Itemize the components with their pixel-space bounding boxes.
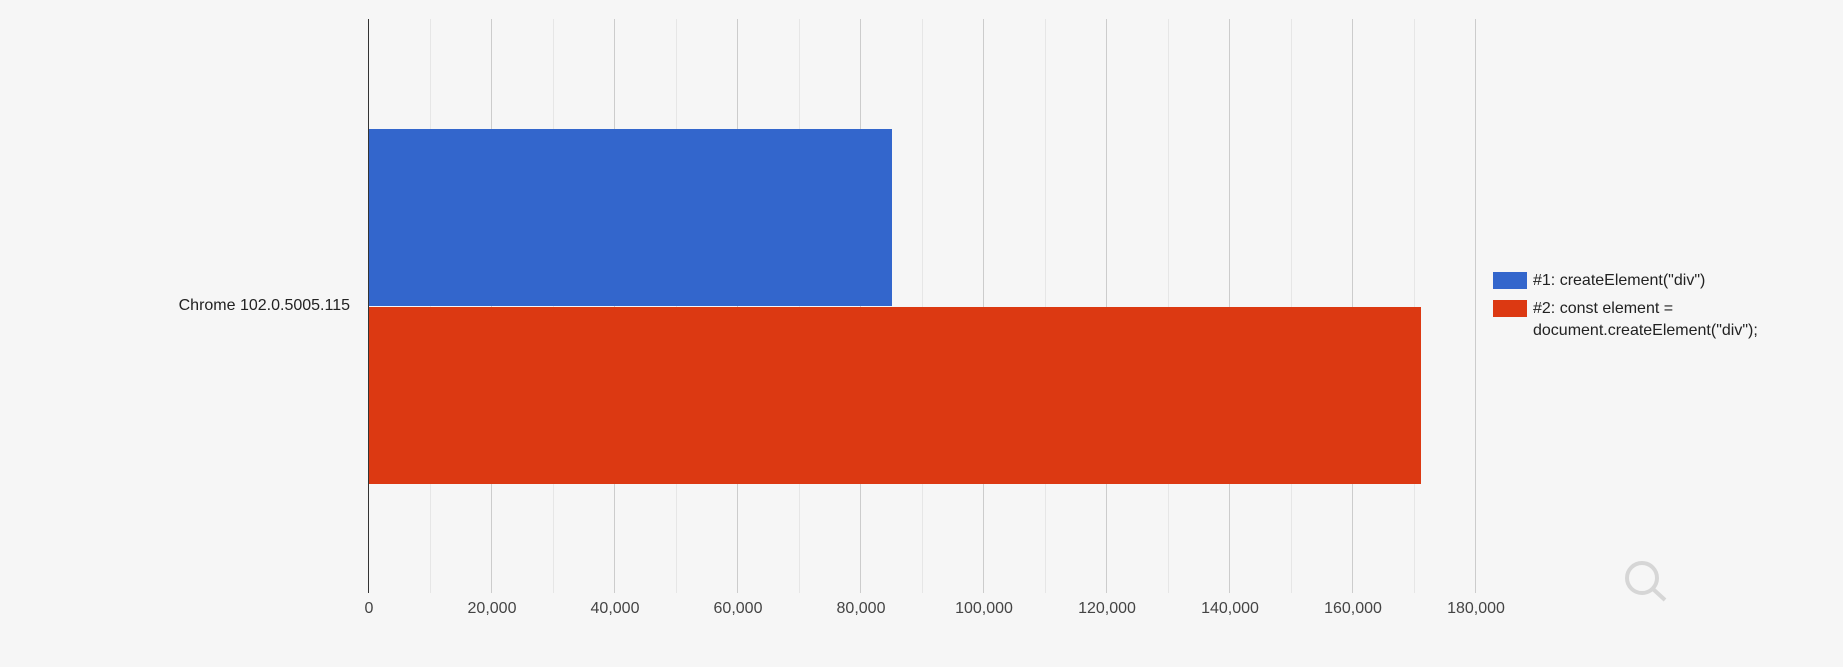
x-tick-label: 20,000 [467, 600, 517, 617]
gridline-minor [1290, 19, 1292, 593]
magnifier-icon[interactable] [1620, 558, 1672, 604]
x-tick-label: 180,000 [1447, 600, 1505, 617]
gridline-minor [552, 19, 554, 593]
gridline-minor [798, 19, 800, 593]
legend-label-2: #2: const element = [1533, 300, 1674, 317]
legend-item-2[interactable]: #2: const element = document.createEleme… [1493, 298, 1793, 342]
category-label: Chrome 102.0.5005.115 [178, 297, 350, 314]
legend-label-2-cont: document.createElement("div"); [1533, 322, 1758, 339]
gridline-minor [1167, 19, 1169, 593]
gridline-minor [921, 19, 923, 593]
legend-swatch-1 [1493, 272, 1527, 289]
gridline-major [1229, 19, 1230, 593]
x-tick-label: 40,000 [590, 600, 640, 617]
legend-label-1: #1: createElement("div") [1533, 272, 1706, 289]
gridline-major [737, 19, 738, 593]
x-tick-label: 100,000 [955, 600, 1013, 617]
bar-series-2[interactable] [369, 307, 1421, 484]
legend: #1: createElement("div") #2: const eleme… [1493, 270, 1793, 348]
gridline-minor [1413, 19, 1415, 593]
gridline-major [1106, 19, 1107, 593]
x-tick-label: 60,000 [713, 600, 763, 617]
gridline-major [860, 19, 861, 593]
bar-series-1[interactable] [369, 129, 892, 306]
gridline-major [983, 19, 984, 593]
gridline-major [1352, 19, 1353, 593]
x-tick-label: 120,000 [1078, 600, 1136, 617]
x-tick-label: 160,000 [1324, 600, 1382, 617]
gridline-minor [429, 19, 431, 593]
x-tick-label: 140,000 [1201, 600, 1259, 617]
x-tick-label: 0 [364, 600, 374, 617]
y-axis-line [368, 19, 369, 593]
legend-swatch-2 [1493, 300, 1527, 317]
gridline-major [491, 19, 492, 593]
gridline-minor [1044, 19, 1046, 593]
x-tick-label: 80,000 [836, 600, 886, 617]
gridline-major [614, 19, 615, 593]
gridline-minor [675, 19, 677, 593]
gridline-major [1475, 19, 1476, 593]
legend-item-1[interactable]: #1: createElement("div") [1493, 270, 1793, 292]
